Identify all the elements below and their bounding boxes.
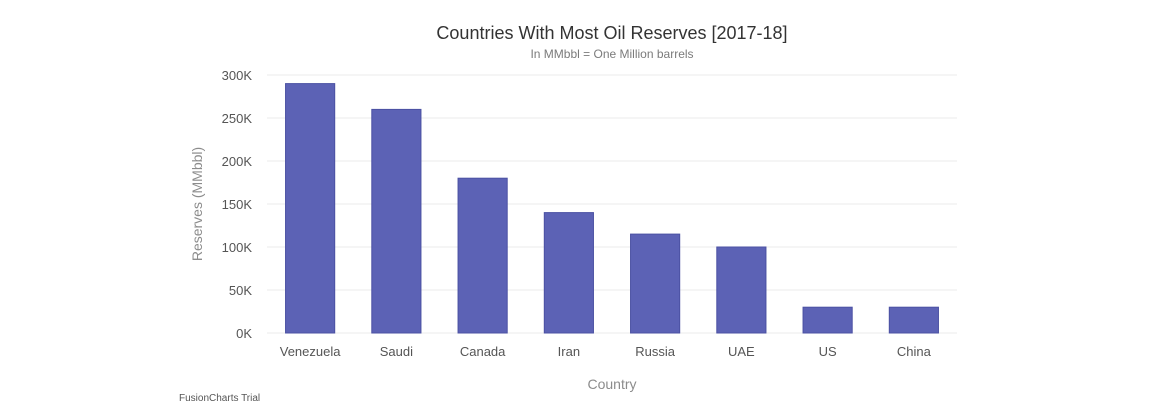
y-tick-label: 150K <box>222 197 253 212</box>
x-tick-label: Saudi <box>380 344 413 359</box>
chart-subtitle: In MMbbl = One Million barrels <box>530 47 693 61</box>
bar-saudi[interactable] <box>371 108 422 334</box>
x-tick-label: UAE <box>728 344 755 359</box>
x-tick-label: US <box>819 344 837 359</box>
bar-russia[interactable] <box>630 233 681 334</box>
y-tick-label: 250K <box>222 111 253 126</box>
x-tick-label: Russia <box>635 344 676 359</box>
y-tick-label: 50K <box>229 283 252 298</box>
chart-title: Countries With Most Oil Reserves [2017-1… <box>436 23 787 43</box>
x-tick-label: Canada <box>460 344 506 359</box>
y-tick-label: 200K <box>222 154 253 169</box>
bar-venezuela[interactable] <box>285 83 336 334</box>
bar-uae[interactable] <box>716 246 767 334</box>
bar-china[interactable] <box>888 306 939 334</box>
x-axis-ticks: Venezuela Saudi Canada Iran Russia UAE US China <box>280 344 932 359</box>
y-axis-title: Reserves (MMbbl) <box>189 147 205 261</box>
y-axis-ticks: 0K 50K 100K 150K 200K 250K 300K <box>222 68 253 341</box>
bar-us[interactable] <box>802 306 853 334</box>
x-axis-title: Country <box>587 376 636 392</box>
x-tick-label: Iran <box>558 344 580 359</box>
bar-iran[interactable] <box>543 212 594 334</box>
y-tick-label: 300K <box>222 68 253 83</box>
x-tick-label: Venezuela <box>280 344 341 359</box>
gridlines <box>267 74 957 334</box>
x-tick-label: China <box>897 344 932 359</box>
y-tick-label: 0K <box>236 326 252 341</box>
bar-canada[interactable] <box>457 177 508 334</box>
bars <box>285 83 939 334</box>
y-tick-label: 100K <box>222 240 253 255</box>
credit-label: FusionCharts Trial <box>179 393 260 404</box>
